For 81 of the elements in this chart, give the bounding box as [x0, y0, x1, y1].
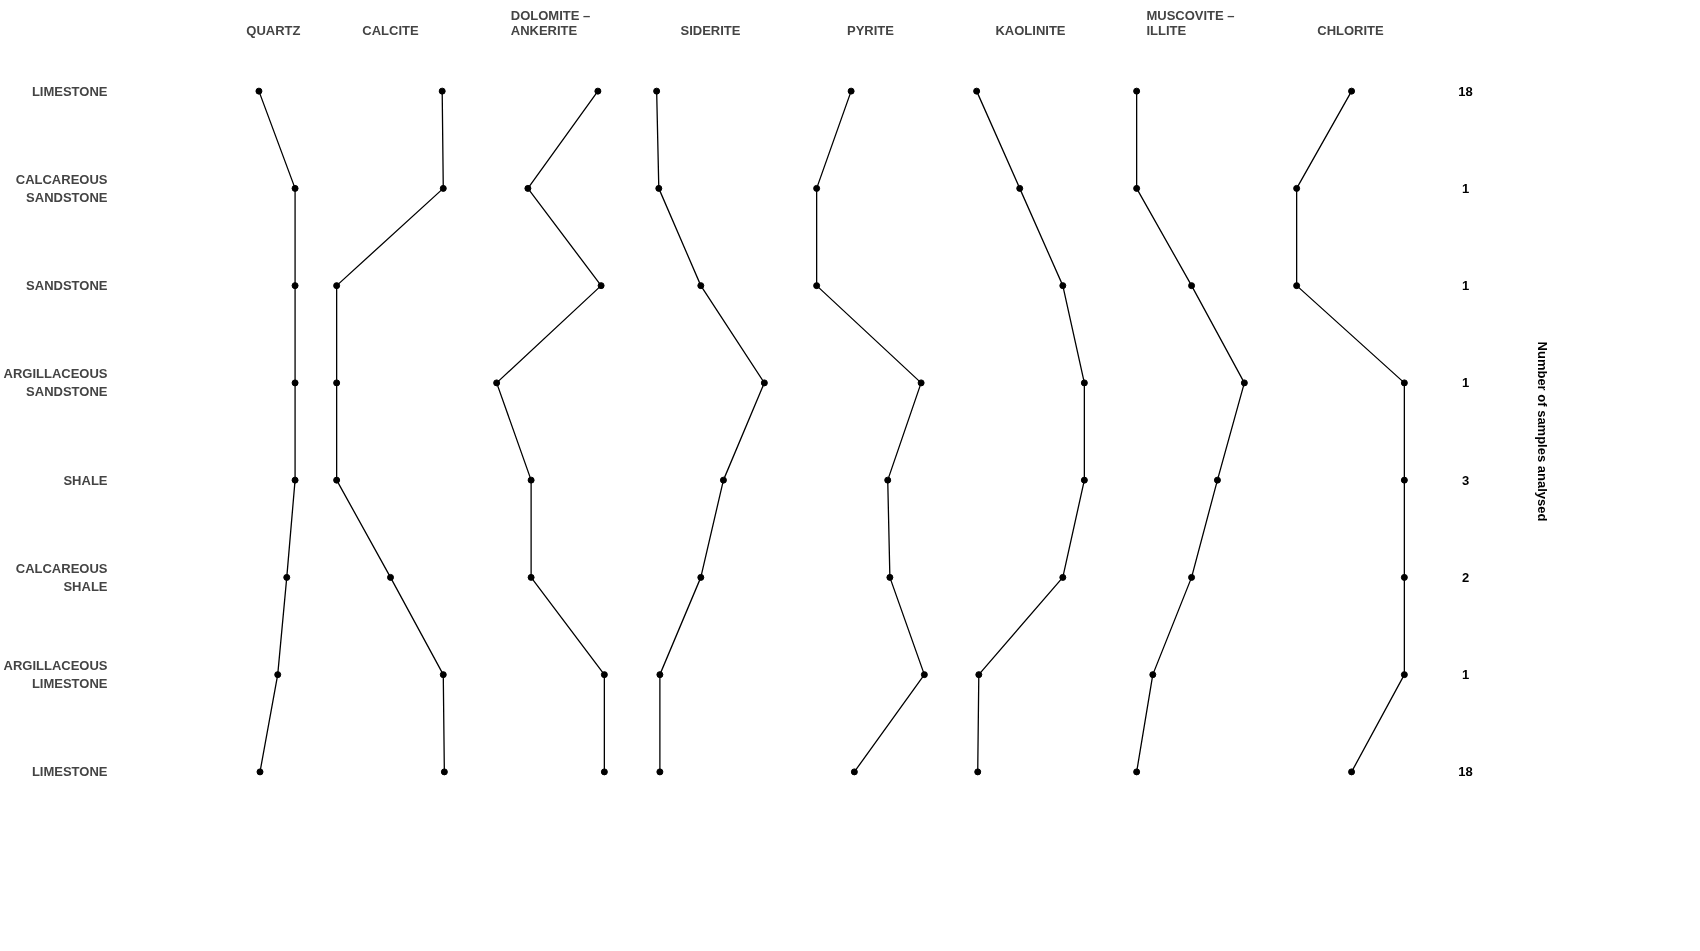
point: [333, 282, 341, 290]
text: 1: [1461, 278, 1470, 294]
point: [291, 476, 299, 484]
chart-title: DOLOMITE – ANKERITE: [510, 7, 591, 38]
point: [256, 768, 264, 776]
point: [1133, 184, 1141, 192]
point: [719, 476, 727, 484]
point: [973, 87, 981, 95]
point: [697, 573, 705, 581]
point: [439, 184, 447, 192]
point: [333, 476, 341, 484]
point: [1133, 87, 1141, 95]
chart-title: KAOLINITE: [995, 22, 1066, 38]
point: [760, 379, 768, 387]
text: Number of samples analysed: [1535, 341, 1550, 522]
point: [597, 282, 605, 290]
point: [886, 573, 894, 581]
point: [1133, 768, 1141, 776]
text: 3: [1461, 472, 1470, 488]
text: 1: [1461, 375, 1470, 391]
chart-title: SIDERITE: [680, 22, 741, 38]
text: 2: [1461, 569, 1470, 585]
point: [656, 768, 664, 776]
point: [813, 184, 821, 192]
point: [974, 768, 982, 776]
text: 18: [1458, 83, 1473, 99]
point: [1080, 379, 1088, 387]
text: 18: [1458, 764, 1473, 780]
point: [600, 671, 608, 679]
y-tick-label: ARGILLACEOUS LIMESTONE: [3, 658, 108, 692]
chart-title: PYRITE: [847, 22, 895, 38]
point: [1188, 282, 1196, 290]
y-tick-label: LIMESTONE: [31, 83, 108, 99]
text: 1: [1461, 667, 1470, 683]
point: [653, 87, 661, 95]
chart-title: QUARTZ: [246, 22, 301, 38]
point: [1188, 573, 1196, 581]
point: [283, 573, 291, 581]
text: 1: [1461, 180, 1470, 196]
chart-title: CHLORITE: [1317, 22, 1385, 38]
point: [1213, 476, 1221, 484]
point: [847, 87, 855, 95]
point: [274, 671, 282, 679]
point: [291, 282, 299, 290]
point: [697, 282, 705, 290]
point: [291, 184, 299, 192]
point: [1149, 671, 1157, 679]
point: [975, 671, 983, 679]
point: [291, 379, 299, 387]
point: [813, 282, 821, 290]
point: [920, 671, 928, 679]
y-tick-label: SANDSTONE: [26, 278, 108, 294]
point: [524, 184, 532, 192]
point: [527, 476, 535, 484]
point: [438, 87, 446, 95]
point: [1059, 573, 1067, 581]
point: [656, 671, 664, 679]
point: [600, 768, 608, 776]
chart-title: MUSCOVITE – ILLITE: [1146, 7, 1235, 38]
y-tick-label: SHALE: [63, 472, 108, 488]
chart-title: CALCITE: [362, 22, 419, 38]
point: [527, 573, 535, 581]
point: [1059, 282, 1067, 290]
point: [1016, 184, 1024, 192]
y-tick-label: CALCAREOUS SANDSTONE: [15, 171, 108, 205]
point: [439, 671, 447, 679]
point: [440, 768, 448, 776]
point: [594, 87, 602, 95]
point: [387, 573, 394, 581]
point: [917, 379, 925, 387]
point: [1240, 379, 1248, 387]
point: [884, 476, 892, 484]
point: [493, 379, 501, 387]
point: [333, 379, 341, 387]
y-tick-label: LIMESTONE: [31, 764, 108, 780]
y-tick-label: ARGILLACEOUS SANDSTONE: [3, 366, 108, 400]
point: [1080, 476, 1088, 484]
y-tick-label: CALCAREOUS SHALE: [15, 560, 108, 594]
point: [850, 768, 858, 776]
point: [655, 184, 663, 192]
point: [255, 87, 263, 95]
